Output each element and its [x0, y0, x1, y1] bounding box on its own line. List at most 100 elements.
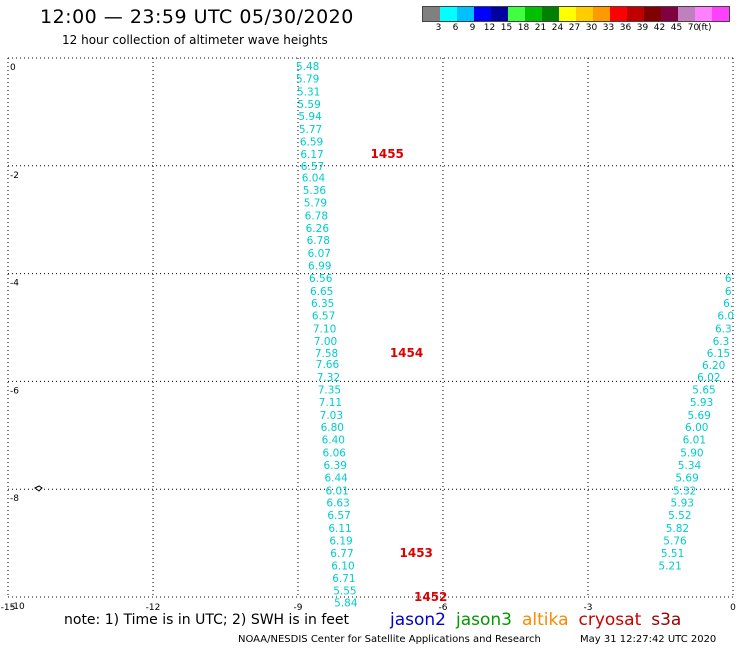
wave-height-value: 6.10: [331, 561, 354, 573]
legend-tick-label: 27: [568, 23, 581, 33]
wave-height-value: 5.93: [690, 397, 713, 409]
x-tick-label: -12: [146, 603, 161, 613]
wave-height-value: 6.11: [328, 523, 351, 535]
wave-height-value: 6.04: [302, 173, 326, 185]
x-tick-label: 0: [730, 603, 736, 613]
wave-height-value: 5.31: [297, 86, 320, 98]
page-subtitle: 12 hour collection of altimeter wave hei…: [62, 33, 328, 47]
page-title: 12:00 — 23:59 UTC 05/30/2020: [40, 6, 354, 28]
generated-timestamp: May 31 12:27:42 UTC 2020: [580, 634, 717, 645]
wave-height-value: 7.11: [319, 397, 342, 409]
wave-height-value: 7.00: [314, 336, 337, 348]
legend-swatch: [491, 7, 508, 21]
wave-height-value: 5.65: [692, 384, 715, 396]
wave-height-value: 6.57: [301, 161, 324, 173]
pass-time-label: 1452: [414, 590, 447, 604]
wave-height-value: 5.93: [671, 498, 694, 510]
legend-swatch: [712, 7, 729, 21]
wave-height-value: 5.51: [661, 548, 684, 560]
wave-height-value: 6.57: [312, 311, 335, 323]
wave-height-value: 5.94: [298, 111, 322, 123]
wave-height-value: 6.63: [326, 498, 349, 510]
satellite-altika: altika: [522, 610, 569, 630]
legend-swatch: [542, 7, 559, 21]
x-tick-label: -15: [1, 603, 16, 613]
legend-swatch: [661, 7, 678, 21]
wave-height-value: 5.79: [296, 73, 319, 85]
wave-height-value: 6.40: [322, 435, 345, 447]
legend-swatch: [678, 7, 695, 21]
legend-tick-label: 36: [619, 23, 632, 33]
legend-tick-label: 70: [687, 23, 700, 33]
legend-swatch: [610, 7, 627, 21]
legend-tick-label: 45: [670, 23, 683, 33]
satellite-jason2: jason2: [390, 610, 446, 630]
wave-height-value: 6.78: [307, 235, 330, 247]
x-tick-label: -3: [584, 603, 593, 613]
wave-height-value: 5.34: [678, 460, 702, 472]
color-legend: [422, 6, 730, 22]
wave-height-value: 7.10: [313, 324, 336, 336]
wave-height-value: 6.39: [324, 460, 347, 472]
y-tick-label: -2: [10, 171, 19, 181]
wave-height-value: 6.01: [683, 435, 706, 447]
legend-unit: (ft): [698, 23, 712, 33]
y-tick-label: -8: [10, 494, 19, 504]
legend-tick-label: 6: [452, 23, 459, 33]
wave-height-value: 6.26: [306, 223, 330, 235]
x-tick-label: -6: [439, 603, 448, 613]
satellite-jason3: jason3: [456, 610, 512, 630]
legend-swatch: [627, 7, 644, 21]
wave-height-value: 6.59: [300, 137, 323, 149]
wave-height-value: 6.57: [327, 510, 350, 522]
wave-height-value: 5.76: [663, 535, 687, 547]
pass-time-label: 1453: [400, 546, 433, 560]
pass-time-label: 1454: [390, 346, 423, 360]
wave-height-value: 7.66: [316, 359, 340, 371]
legend-swatch: [559, 7, 576, 21]
wave-height-value: 5.55: [333, 586, 356, 598]
legend-tick-label: 24: [551, 23, 564, 33]
legend-tick-label: 30: [585, 23, 598, 33]
pass-time-label: 1455: [371, 147, 404, 161]
satellite-legend: jason2 jason3 altika cryosat s3a: [390, 610, 691, 630]
wave-height-value: 6.99: [308, 261, 331, 273]
legend-swatch: [695, 7, 712, 21]
wave-height-value: 6.15: [707, 348, 730, 360]
wave-height-value: 5.69: [675, 472, 698, 484]
wave-height-value: 6.56: [309, 273, 333, 285]
wave-height-value: 6.65: [310, 286, 333, 298]
legend-swatch: [593, 7, 610, 21]
wave-height-value: 7.58: [315, 348, 338, 360]
wave-height-value: 6.80: [321, 422, 344, 434]
legend-tick-label: 9: [469, 23, 476, 33]
legend-tick-label: 3: [435, 23, 442, 33]
wave-height-value: 6.19: [329, 535, 352, 547]
wave-height-value: 5.48: [296, 61, 319, 73]
legend-tick-label: 39: [636, 23, 649, 33]
wave-height-value: 6.71: [332, 573, 355, 585]
legend-tick-label: 21: [534, 23, 547, 33]
wave-height-value: 6.78: [305, 210, 328, 222]
wave-height-value: 5.36: [303, 185, 327, 197]
legend-tick-label: 12: [483, 23, 496, 33]
x-tick-label: -9: [294, 603, 303, 613]
wave-height-value: 6: [725, 273, 732, 285]
wave-height-value: 7.03: [320, 410, 343, 422]
wave-height-value: 6.3: [715, 324, 732, 336]
wave-height-value: 6.00: [685, 422, 708, 434]
wave-height-value: 5.90: [680, 448, 703, 460]
legend-swatch: [508, 7, 525, 21]
wave-height-value: 5.77: [299, 124, 322, 136]
wave-height-value: 6.01: [325, 485, 348, 497]
wave-height-value: 5.21: [658, 561, 681, 573]
wave-height-value: 6.06: [323, 448, 347, 460]
legend-swatch: [440, 7, 457, 21]
legend-tick-label: 18: [517, 23, 530, 33]
footnote: note: 1) Time is in UTC; 2) SWH is in fe…: [64, 612, 350, 628]
wave-height-value: 5.82: [666, 523, 689, 535]
legend-swatch: [525, 7, 542, 21]
credit-line: NOAA/NESDIS Center for Satellite Applica…: [238, 634, 541, 645]
wave-height-value: 5.32: [673, 485, 696, 497]
